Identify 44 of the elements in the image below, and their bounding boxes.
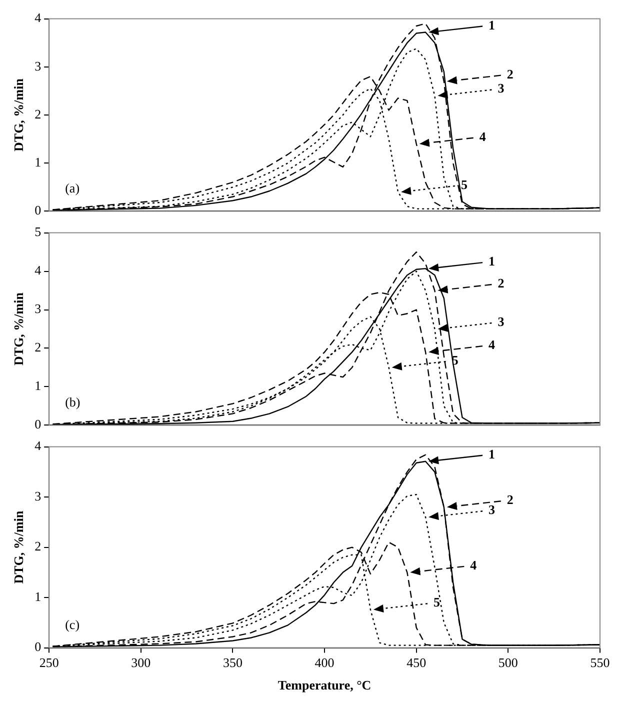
annotation: (a) [65, 180, 80, 196]
legend-label: 2 [506, 492, 514, 508]
y-tick-label: 3 [34, 301, 42, 316]
x-tick-label: 350 [222, 655, 242, 670]
legend-label: 3 [488, 502, 496, 518]
x-tick-label: 550 [590, 655, 610, 670]
legend-label: 2 [498, 276, 504, 291]
y-tick-label: 4 [34, 10, 42, 26]
y-axis-title: DTG, %/min [11, 78, 26, 152]
y-tick-label: 3 [34, 58, 42, 74]
y-tick-label: 4 [34, 438, 42, 454]
legend-label: 5 [433, 594, 440, 610]
y-tick-label: 1 [34, 154, 42, 170]
x-tick-label: 500 [498, 655, 518, 670]
x-tick-label: 250 [39, 655, 59, 670]
y-tick-label: 0 [34, 639, 42, 654]
annotation: (b) [65, 394, 80, 410]
legend-label: 4 [470, 557, 478, 572]
legend-label: 1 [488, 254, 496, 269]
y-tick-label: 0 [34, 202, 42, 218]
x-tick-label: 300 [131, 655, 151, 670]
legend-label: 2 [506, 66, 514, 82]
x-tick-label: 450 [406, 655, 426, 670]
y-tick-label: 5 [34, 224, 42, 240]
x-axis-title: Temperature, °C [278, 678, 372, 693]
legend-label: 3 [498, 80, 505, 96]
legend-label: 5 [461, 176, 468, 192]
y-axis-title: DTG, %/min [11, 510, 26, 584]
y-tick-label: 0 [34, 416, 42, 432]
y-tick-label: 4 [34, 262, 42, 278]
y-tick-label: 2 [34, 106, 42, 122]
legend-label: 3 [498, 314, 505, 329]
x-tick-label: 400 [314, 655, 334, 670]
y-tick-label: 3 [34, 488, 42, 504]
legend-label: 4 [488, 337, 496, 352]
legend-label: 1 [488, 446, 496, 462]
y-axis-title: DTG, %/min [11, 292, 26, 366]
y-tick-label: 2 [34, 538, 42, 554]
y-tick-label: 1 [34, 378, 42, 394]
annotation: (c) [65, 617, 80, 632]
y-tick-label: 2 [34, 340, 42, 355]
y-tick-label: 1 [34, 588, 42, 604]
legend-label: 1 [488, 17, 496, 32]
legend-label: 4 [479, 128, 486, 144]
